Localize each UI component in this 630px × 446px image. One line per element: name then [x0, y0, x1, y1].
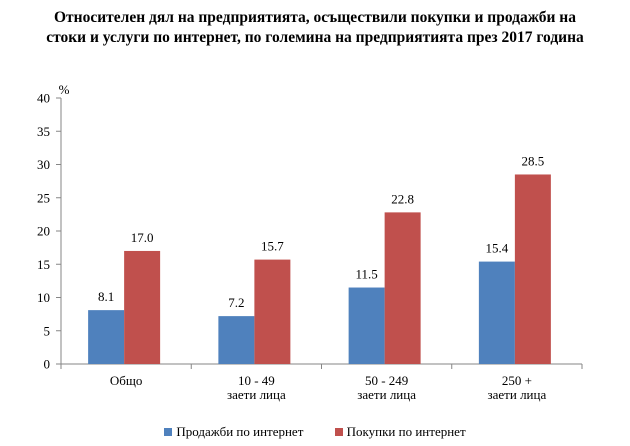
- y-tick-label: 15: [37, 257, 50, 272]
- x-tick-label: заети лица: [227, 387, 286, 402]
- chart-title: Относителен дял на предприятията, осъщес…: [0, 8, 630, 48]
- data-label: 15.4: [486, 241, 509, 256]
- y-tick-label: 5: [44, 323, 51, 338]
- y-tick-label: 40: [37, 91, 50, 106]
- y-tick-label: 35: [37, 124, 50, 139]
- y-tick-label: 0: [44, 357, 51, 372]
- y-tick-label: 10: [37, 290, 50, 305]
- legend-label-sales: Продажби по интернет: [176, 424, 304, 439]
- y-tick-label: 30: [37, 157, 50, 172]
- chart-title-line-1: Относителен дял на предприятията, осъщес…: [53, 9, 576, 26]
- x-tick-label: заети лица: [357, 387, 416, 402]
- x-tick-label: 10 - 49: [238, 373, 275, 388]
- bar: [514, 174, 551, 364]
- legend-label-purchases: Покупки по интернет: [346, 424, 466, 439]
- data-label: 7.2: [228, 295, 244, 310]
- x-tick-label: 250 +: [502, 373, 532, 388]
- chart-title-line-2: стоки и услуги по интернет, по големина …: [46, 29, 584, 46]
- x-tick-label: 50 - 249: [365, 373, 408, 388]
- y-tick-label: 25: [37, 190, 50, 205]
- data-label: 11.5: [355, 267, 377, 282]
- y-tick-label: 20: [37, 224, 50, 239]
- bar: [124, 250, 161, 364]
- x-tick-label: заети лица: [488, 387, 547, 402]
- legend-item-sales: Продажби по интернет: [164, 424, 303, 440]
- legend-item-purchases: Покупки по интернет: [334, 424, 466, 440]
- bar: [348, 287, 385, 364]
- y-axis-label: %: [59, 82, 70, 97]
- bar: [254, 259, 291, 364]
- data-label: 8.1: [98, 289, 114, 304]
- bar: [384, 212, 421, 364]
- data-label: 17.0: [131, 230, 154, 245]
- data-label: 22.8: [391, 191, 414, 206]
- bar: [478, 261, 515, 364]
- bar: [88, 310, 125, 364]
- legend-swatch-purchases: [334, 428, 343, 436]
- legend-swatch-sales: [164, 428, 173, 436]
- data-label: 28.5: [522, 153, 545, 168]
- x-tick-label: Общо: [110, 373, 143, 388]
- chart-legend: Продажби по интернет Покупки по интернет: [0, 424, 630, 440]
- bar: [218, 316, 255, 364]
- data-label: 15.7: [261, 239, 284, 254]
